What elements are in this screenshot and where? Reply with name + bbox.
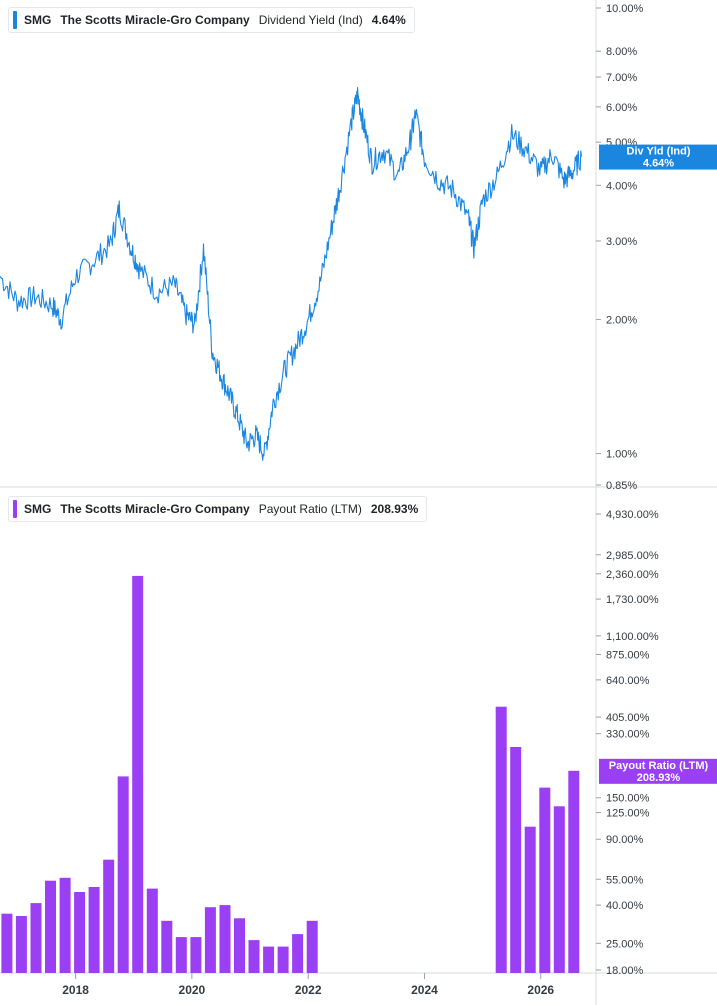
y-tick-label: 0.85% [606, 480, 637, 492]
y-tick-label: 640.00% [606, 675, 650, 687]
dividend-yield-legend[interactable]: SMG The Scotts Miracle-Gro Company Divid… [8, 7, 415, 33]
x-tick-label: 2026 [527, 983, 554, 997]
dividend-yield-line [0, 87, 583, 461]
y-tick-label: 6.00% [606, 102, 637, 114]
legend-value: 208.93% [370, 502, 419, 516]
payout-ratio-bar[interactable] [510, 747, 522, 973]
payout-ratio-bar[interactable] [146, 888, 158, 973]
badge-label: Payout Ratio (LTM) [609, 760, 709, 772]
legend-ticker: SMG [24, 502, 52, 516]
payout-ratio-bar[interactable] [524, 826, 536, 973]
y-tick-label: 4,930.00% [606, 509, 659, 521]
legend-company: The Scotts Miracle-Gro Company [60, 502, 250, 516]
legend-value: 4.64% [371, 13, 406, 27]
payout-ratio-bar[interactable] [219, 905, 231, 973]
legend-metric: Payout Ratio (LTM) [258, 502, 362, 516]
y-tick-label: 3.00% [606, 236, 637, 248]
payout-ratio-bar[interactable] [553, 806, 565, 973]
y-tick-label: 1,730.00% [606, 594, 659, 606]
payout-ratio-bar[interactable] [103, 859, 115, 973]
payout-ratio-bar[interactable] [88, 887, 100, 973]
payout-ratio-bar[interactable] [45, 880, 56, 973]
series-color-swatch [13, 11, 17, 29]
dividend-yield-badge: Div Yld (Ind)4.64% [599, 144, 717, 170]
payout-ratio-bar[interactable] [175, 937, 187, 973]
payout-ratio-bar[interactable] [161, 920, 173, 973]
y-tick-label: 7.00% [606, 72, 637, 84]
y-tick-label: 8.00% [606, 46, 637, 58]
badge-value: 4.64% [643, 158, 674, 170]
payout-ratio-bar[interactable] [30, 903, 42, 973]
x-tick-label: 2022 [295, 983, 322, 997]
y-tick-label: 1,100.00% [606, 631, 659, 643]
y-tick-label: 40.00% [606, 900, 644, 912]
y-tick-label: 55.00% [606, 874, 644, 886]
y-tick-label: 4.00% [606, 180, 637, 192]
y-tick-label: 875.00% [606, 649, 650, 661]
payout-ratio-legend[interactable]: SMG The Scotts Miracle-Gro Company Payou… [8, 496, 428, 522]
legend-ticker: SMG [24, 13, 52, 27]
y-tick-label: 150.00% [606, 793, 650, 805]
payout-ratio-badge: Payout Ratio (LTM)208.93% [599, 758, 717, 784]
y-tick-label: 2.00% [606, 314, 637, 326]
payout-ratio-bar[interactable] [263, 946, 275, 973]
payout-ratio-bar[interactable] [15, 916, 27, 973]
payout-ratio-bar[interactable] [74, 892, 86, 973]
payout-ratio-bar[interactable] [1, 913, 13, 973]
series-color-swatch [13, 500, 17, 518]
y-tick-label: 2,985.00% [606, 550, 659, 562]
y-tick-label: 90.00% [606, 834, 644, 846]
y-tick-label: 2,360.00% [606, 569, 659, 581]
payout-ratio-bar[interactable] [495, 706, 507, 973]
y-tick-label: 125.00% [606, 808, 650, 820]
x-tick-label: 2018 [62, 983, 89, 997]
payout-ratio-bar[interactable] [132, 575, 144, 973]
payout-ratio-bar[interactable] [190, 937, 202, 973]
payout-ratio-bar[interactable] [568, 770, 580, 973]
y-tick-label: 1.00% [606, 449, 637, 461]
legend-metric: Dividend Yield (Ind) [258, 13, 363, 27]
payout-ratio-bar[interactable] [117, 776, 129, 973]
badge-background [599, 758, 717, 784]
x-tick-label: 2020 [179, 983, 206, 997]
badge-label: Div Yld (Ind) [627, 146, 691, 158]
y-tick-label: 25.00% [606, 938, 644, 950]
badge-background [599, 144, 717, 170]
y-tick-label: 330.00% [606, 729, 650, 741]
payout-ratio-bar[interactable] [59, 877, 71, 973]
payout-ratio-bar[interactable] [306, 920, 318, 973]
x-tick-label: 2024 [411, 983, 438, 997]
y-tick-label: 10.00% [606, 3, 644, 15]
payout-ratio-bar[interactable] [292, 934, 304, 973]
payout-ratio-bar[interactable] [277, 946, 289, 973]
payout-ratio-bar[interactable] [248, 940, 260, 973]
y-tick-label: 18.00% [606, 965, 644, 977]
badge-value: 208.93% [637, 772, 681, 784]
legend-company: The Scotts Miracle-Gro Company [60, 13, 250, 27]
payout-ratio-bar[interactable] [234, 918, 245, 973]
payout-ratio-bar[interactable] [204, 907, 216, 973]
y-tick-label: 405.00% [606, 712, 650, 724]
payout-ratio-bar[interactable] [539, 787, 551, 973]
